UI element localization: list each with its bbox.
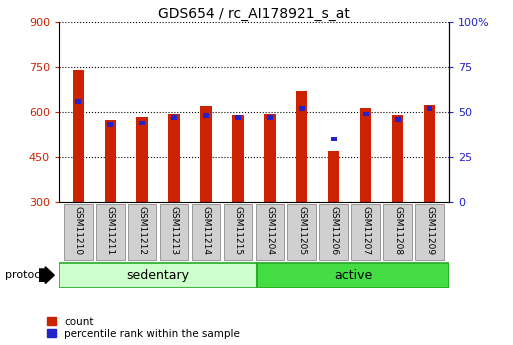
Legend: count, percentile rank within the sample: count, percentile rank within the sample (46, 316, 241, 340)
Title: GDS654 / rc_AI178921_s_at: GDS654 / rc_AI178921_s_at (158, 7, 350, 21)
Text: GSM11204: GSM11204 (265, 206, 274, 255)
Text: GSM11209: GSM11209 (425, 206, 434, 256)
FancyBboxPatch shape (257, 263, 449, 288)
Bar (136, 117, 148, 202)
Bar (171, 115, 177, 120)
FancyBboxPatch shape (351, 204, 380, 260)
Bar (363, 112, 368, 116)
Bar (264, 114, 275, 202)
FancyBboxPatch shape (160, 204, 188, 260)
Text: protocol: protocol (5, 270, 50, 280)
FancyBboxPatch shape (383, 204, 412, 260)
Bar (360, 108, 371, 202)
Bar (299, 106, 305, 111)
FancyBboxPatch shape (96, 204, 125, 260)
Text: GSM11206: GSM11206 (329, 206, 339, 256)
Bar (72, 70, 84, 202)
Bar (297, 91, 307, 202)
Text: GSM11207: GSM11207 (361, 206, 370, 256)
Bar (75, 99, 81, 103)
FancyBboxPatch shape (287, 204, 316, 260)
Bar (392, 115, 403, 202)
Text: GSM11208: GSM11208 (393, 206, 402, 256)
Bar (140, 121, 145, 125)
Bar (424, 105, 436, 202)
Bar (328, 151, 340, 202)
Bar (395, 117, 401, 121)
Bar (203, 114, 209, 118)
Bar (235, 115, 241, 120)
FancyBboxPatch shape (320, 204, 348, 260)
Text: GSM11214: GSM11214 (202, 206, 210, 255)
Bar (107, 122, 113, 127)
FancyArrow shape (39, 267, 54, 284)
Text: GSM11215: GSM11215 (233, 206, 243, 256)
Bar (168, 114, 180, 202)
Text: sedentary: sedentary (127, 269, 190, 282)
FancyBboxPatch shape (64, 204, 92, 260)
Bar (232, 115, 244, 202)
FancyBboxPatch shape (416, 204, 444, 260)
Text: GSM11213: GSM11213 (169, 206, 179, 256)
Text: GSM11210: GSM11210 (74, 206, 83, 256)
FancyBboxPatch shape (224, 204, 252, 260)
FancyBboxPatch shape (128, 204, 156, 260)
Bar (105, 120, 116, 202)
Bar (427, 106, 432, 111)
Text: GSM11205: GSM11205 (298, 206, 306, 256)
FancyBboxPatch shape (192, 204, 221, 260)
Text: GSM11212: GSM11212 (137, 206, 147, 255)
Bar (331, 137, 337, 141)
FancyBboxPatch shape (255, 204, 284, 260)
FancyBboxPatch shape (59, 263, 257, 288)
Text: active: active (334, 269, 372, 282)
Bar (201, 106, 211, 202)
Text: GSM11211: GSM11211 (106, 206, 114, 256)
Bar (267, 115, 273, 120)
